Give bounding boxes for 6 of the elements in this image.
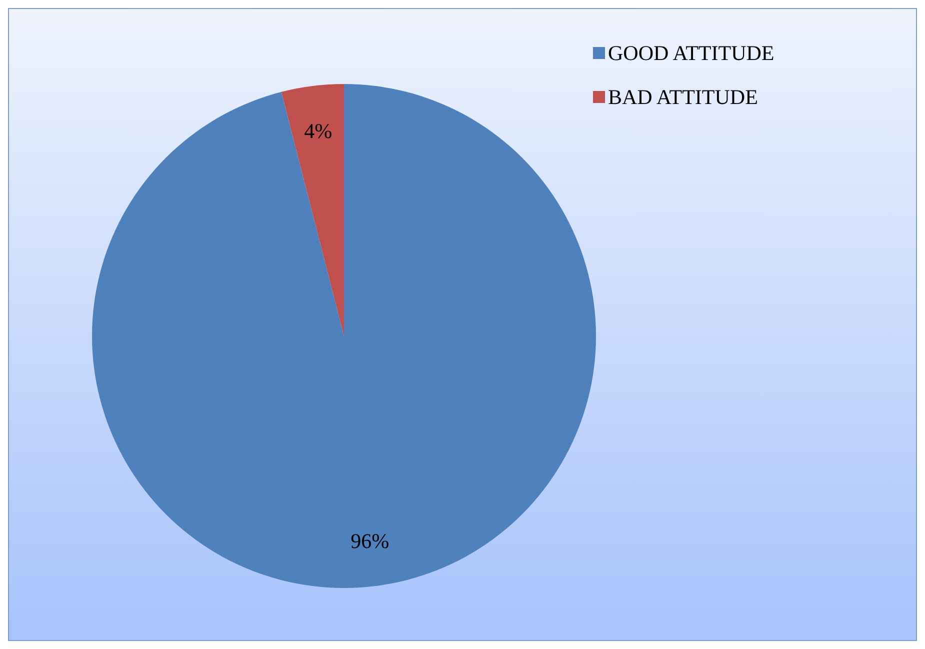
- pie-slice: [281, 84, 344, 336]
- pie-slice: [92, 84, 596, 588]
- data-label: 4%: [304, 118, 332, 143]
- data-label: 96%: [350, 529, 390, 554]
- legend-label: GOOD ATTITUDE: [608, 41, 774, 65]
- legend-label: BAD ATTITUDE: [608, 85, 758, 109]
